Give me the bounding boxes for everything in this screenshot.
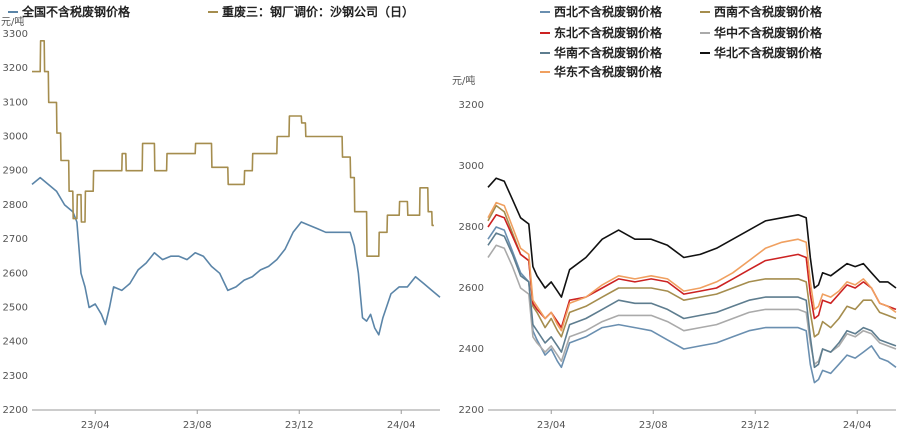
legend-entry: 华东不含税废钢价格 [554, 64, 663, 79]
y-tick-label: 3000 [459, 161, 484, 172]
x-tick-label: 23/04 [537, 420, 566, 431]
legend-entry: 华南不含税废钢价格 [554, 45, 663, 60]
left-chart: 元/吨 2200 2300 2400 2500 2600 2700 2800 2900 3000 3… [1, 4, 441, 431]
series-line [487, 201, 897, 332]
x-tick-label: 23/12 [741, 420, 770, 431]
x-tick-label: 23/04 [81, 420, 110, 431]
x-tick-label: 24/04 [843, 420, 872, 431]
series-line [487, 232, 897, 369]
legend-entry: 西南不含税废钢价格 [714, 4, 823, 19]
y-tick-label: 2200 [3, 405, 28, 416]
y-tick-label: 3000 [3, 132, 28, 143]
y-tick-label: 2800 [3, 200, 28, 211]
y-tick-label: 2600 [3, 268, 28, 279]
y-axis-unit-label: 元/吨 [1, 15, 24, 28]
legend-entry: 西北不含税废钢价格 [554, 4, 663, 19]
y-tick-label: 2500 [3, 302, 28, 313]
y-tick-label: 2200 [459, 405, 484, 416]
x-tick-label: 23/12 [285, 420, 314, 431]
legend-entry: 重废三：钢厂调价：沙钢公司（日） [222, 4, 414, 19]
y-axis-unit-label: 元/吨 [452, 74, 475, 87]
series-line [31, 176, 441, 336]
y-tick-label: 3300 [3, 29, 28, 40]
legend-entry: 全国不含税废钢价格 [21, 4, 131, 19]
y-tick-label: 2800 [459, 222, 484, 233]
series-line [487, 214, 897, 329]
x-tick-label: 23/08 [639, 420, 668, 431]
y-tick-label: 3200 [459, 100, 484, 111]
y-tick-label: 3100 [3, 97, 28, 108]
series-line [487, 244, 897, 366]
y-tick-label: 2400 [459, 344, 484, 355]
y-tick-label: 2400 [3, 337, 28, 348]
legend-entry: 华北不含税废钢价格 [714, 45, 823, 60]
y-tick-label: 3200 [3, 63, 28, 74]
y-tick-label: 2900 [3, 166, 28, 177]
series-line [487, 226, 897, 384]
x-tick-label: 23/08 [183, 420, 212, 431]
series-line [487, 204, 897, 338]
y-tick-label: 2700 [3, 234, 28, 245]
x-tick-label: 24/04 [387, 420, 416, 431]
legend-entry: 东北不含税废钢价格 [554, 25, 663, 40]
series-line [32, 40, 434, 257]
legend-entry: 华中不含税废钢价格 [714, 25, 823, 40]
y-tick-label: 2300 [3, 371, 28, 382]
y-tick-label: 2600 [459, 283, 484, 294]
right-chart: 元/吨 2200 2400 2600 2800 3000 3200 23/04 23/08 23/… [452, 4, 897, 431]
series-line [487, 177, 897, 298]
